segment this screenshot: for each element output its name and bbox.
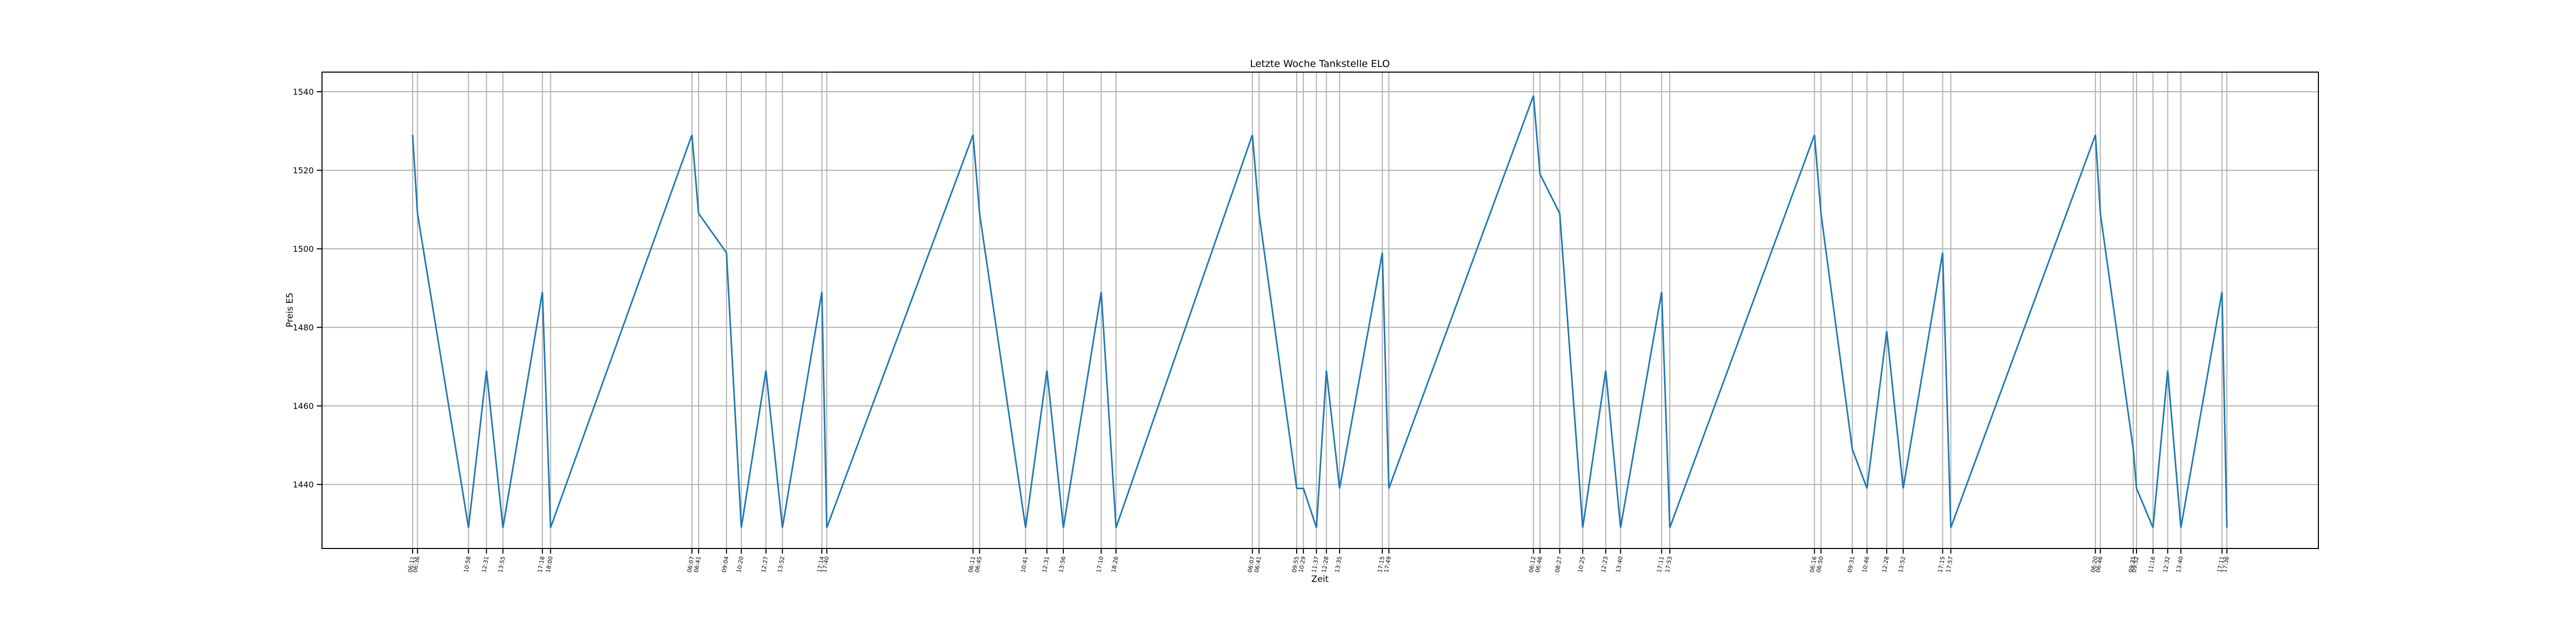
x-tick-label: 06:07	[686, 556, 696, 573]
x-tick-label: 10:58	[463, 556, 472, 573]
x-tick-label: 06:11	[406, 556, 416, 573]
x-tick-label: 06:12	[1528, 556, 1537, 573]
x-tick-label: 06:41	[1253, 556, 1262, 573]
x-tick-label: 06:07	[1247, 556, 1256, 573]
x-tick-label: 17:49	[1383, 556, 1392, 573]
x-tick-label: 10:20	[736, 556, 745, 573]
x-tick-label: 09:55	[1291, 556, 1300, 573]
x-tick-label: 12:27	[760, 556, 769, 573]
x-tick-label: 12:32	[2162, 556, 2171, 573]
x-tick-label: 06:36	[412, 556, 421, 573]
x-tick-label: 09:04	[721, 556, 730, 573]
x-tick-label: 17:11	[1656, 556, 1665, 573]
y-tick-label: 1500	[293, 244, 314, 254]
x-tick-label: 12:31	[481, 556, 490, 573]
x-tick-label: 06:41	[693, 556, 702, 573]
y-tick-label: 1480	[293, 323, 314, 333]
x-tick-label: 17:40	[821, 556, 830, 573]
x-tick-label: 11:16	[2147, 556, 2157, 573]
x-axis-label: Zeit	[1311, 574, 1329, 585]
x-tick-label: 17:14	[816, 556, 825, 573]
x-tick-label: 09:35	[2127, 556, 2137, 573]
x-tick-label: 06:45	[974, 556, 983, 573]
y-tick-label: 1460	[293, 401, 314, 411]
x-tick-label: 10:41	[1020, 556, 1029, 573]
chart-title: Letzte Woche Tankstelle ELO	[1250, 58, 1389, 70]
x-tick-label: 17:18	[536, 556, 546, 573]
x-tick-label: 13:56	[1058, 556, 1067, 573]
x-tick-label: 10:46	[1861, 556, 1870, 573]
y-tick-label: 1520	[293, 166, 314, 176]
x-tick-label: 06:46	[1534, 556, 1544, 573]
x-tick-label: 06:16	[1808, 556, 1818, 573]
x-tick-label: 13:35	[1334, 556, 1343, 573]
x-tick-label: 13:40	[1615, 556, 1624, 573]
x-tick-label: 06:11	[967, 556, 976, 573]
x-tick-label: 17:36	[2221, 556, 2230, 573]
x-tick-label: 06:20	[2090, 556, 2099, 573]
x-tick-label: 17:15	[1377, 556, 1386, 573]
x-tick-label: 10:25	[1577, 556, 1586, 573]
x-tick-label: 17:57	[1945, 556, 1954, 573]
y-tick-label: 1540	[293, 87, 314, 97]
x-tick-label: 13:52	[776, 556, 786, 573]
x-tick-label: 12:31	[1041, 556, 1050, 573]
x-tick-label: 17:15	[1937, 556, 1946, 573]
x-tick-label: 13:40	[2175, 556, 2184, 573]
plot-frame	[321, 72, 2319, 549]
price-line	[412, 95, 2228, 528]
x-tick-label: 06:46	[2094, 556, 2104, 573]
x-tick-label: 09:52	[2131, 556, 2140, 573]
x-tick-label: 13:52	[1897, 556, 1907, 573]
x-tick-label: 06:50	[1815, 556, 1824, 573]
x-tick-label: 09:31	[1846, 556, 1856, 573]
x-tick-label: 12:28	[1881, 556, 1890, 573]
x-tick-label: 08:27	[1554, 556, 1563, 573]
x-tick-label: 12:28	[1320, 556, 1330, 573]
y-tick-label: 1440	[293, 480, 314, 490]
x-tick-label: 11:37	[1311, 556, 1320, 573]
x-tick-label: 10:29	[1298, 556, 1307, 573]
y-axis-label: Preis E5	[285, 293, 295, 328]
x-tick-label: 18:00	[545, 556, 554, 573]
x-tick-label: 17:11	[2216, 556, 2225, 573]
x-tick-label: 18:26	[1110, 556, 1120, 573]
x-tick-label: 17:10	[1095, 556, 1105, 573]
x-tick-label: 13:55	[497, 556, 506, 573]
x-tick-label: 12:23	[1600, 556, 1609, 573]
x-tick-label: 17:53	[1664, 556, 1673, 573]
